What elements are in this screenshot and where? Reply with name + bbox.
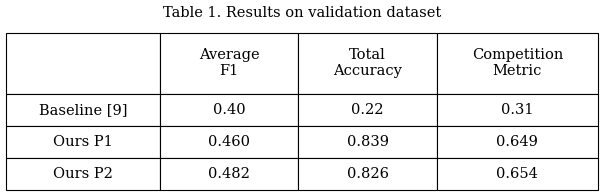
Text: Table 1. Results on validation dataset: Table 1. Results on validation dataset <box>163 6 441 20</box>
